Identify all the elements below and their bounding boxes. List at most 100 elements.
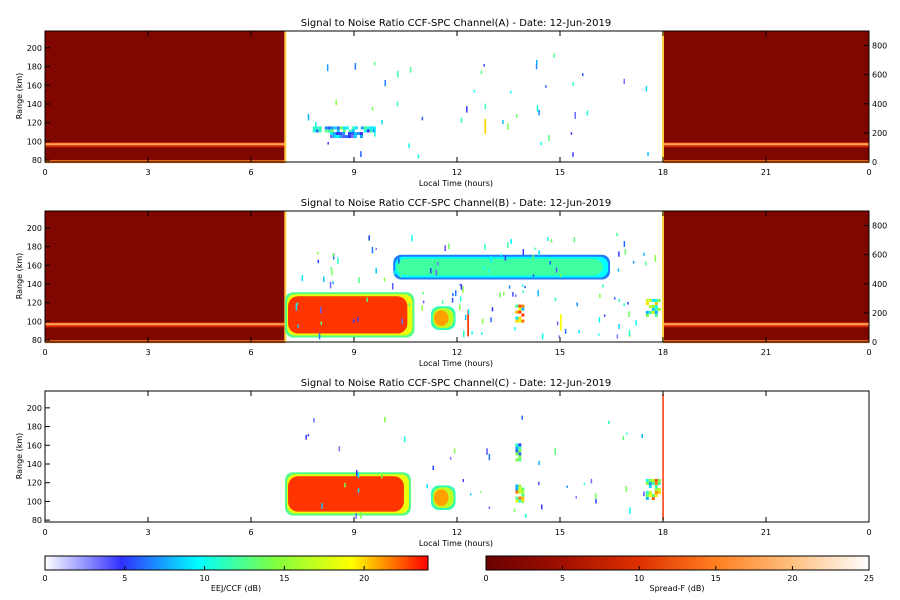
y-tick-label: 120	[27, 119, 42, 128]
y-tick-label: 180	[27, 423, 42, 432]
echo-speck	[602, 284, 604, 288]
y-tick-label: 160	[27, 261, 42, 270]
echo-speck	[510, 239, 513, 244]
echo-speck	[532, 254, 534, 260]
panel-channel-a: Signal to Noise Ratio CCF-SPC Channel(A)…	[15, 18, 887, 188]
echo-pixel	[515, 316, 519, 320]
echo-speck	[502, 292, 505, 296]
echo-pixel	[318, 126, 322, 130]
echo-pixel	[657, 298, 661, 302]
panel-b-xlabel: Local Time (hours)	[419, 359, 493, 368]
echo-speck	[590, 478, 593, 484]
echo-speck	[459, 296, 462, 302]
echo-speck	[297, 324, 299, 328]
echo-speck	[608, 420, 610, 425]
echo-core	[288, 296, 408, 334]
panel-a-axes: 0 3 6 9 12 15 18 21 0801001201401601802000200400…	[27, 31, 887, 177]
y-tick-label: 80	[32, 156, 42, 165]
y-tick-label: 120	[27, 299, 42, 308]
echo-speck	[643, 252, 645, 256]
echo-pixel	[515, 490, 519, 494]
echo-speck	[616, 334, 619, 339]
echo-pixel	[363, 129, 367, 133]
echo-pixel	[648, 490, 652, 494]
echo-speck	[307, 113, 310, 121]
echo-speck	[323, 276, 325, 283]
echo-pixel	[330, 129, 334, 133]
colorbar-eej: 0 5 10 15 20 EEJ/CCF (dB)	[42, 555, 429, 593]
echo-pixel	[648, 484, 652, 488]
echo-speck	[629, 507, 631, 514]
echo-speck	[641, 433, 644, 438]
echo-speck	[521, 501, 524, 504]
echo-pixel	[654, 484, 658, 488]
echo-strip	[560, 313, 562, 331]
echo-speck	[411, 234, 413, 242]
echo-speck	[305, 434, 307, 440]
echo-pixel	[338, 132, 342, 136]
echo-speck	[430, 268, 432, 274]
y2-tick-label: 200	[872, 129, 887, 138]
echo-speck	[573, 236, 576, 243]
colorbar-tick-label: 0	[483, 574, 488, 583]
x-tick-label: 15	[555, 528, 565, 537]
echo-speck	[484, 243, 486, 250]
echo-pixel	[336, 126, 340, 130]
echo-speck	[313, 418, 315, 423]
spread-f-edge	[662, 31, 664, 162]
echo-speck	[553, 53, 555, 58]
echo-speck	[535, 63, 538, 70]
echo-speck	[618, 298, 621, 303]
echo-pixel	[515, 496, 519, 500]
y2-tick-label: 600	[872, 71, 887, 80]
echo-speck	[331, 269, 333, 276]
panel-a-xlabel: Local Time (hours)	[419, 179, 493, 188]
echo-speck	[462, 479, 465, 483]
x-tick-label: 3	[145, 528, 150, 537]
panel-channel-b: Signal to Noise Ratio CCF-SPC Channel(B)…	[15, 198, 887, 368]
echo-pixel	[645, 493, 649, 497]
echo-speck	[483, 64, 485, 67]
echo-pixel	[645, 310, 649, 314]
echo-speck	[509, 91, 512, 94]
echo-speck	[564, 328, 567, 334]
y2-tick-label: 200	[872, 309, 887, 318]
echo-pixel	[347, 132, 351, 136]
echo-speck	[536, 268, 539, 275]
panel-b-ylabel: Range (km)	[15, 253, 24, 300]
echo-speck	[647, 152, 649, 157]
echo-pixel	[518, 496, 522, 500]
echo-pixel	[350, 132, 354, 136]
echo-pixel	[651, 478, 655, 482]
echo-pixel	[518, 458, 522, 462]
echo-speck	[525, 513, 527, 518]
echo-speck	[554, 297, 557, 301]
echo-speck	[555, 267, 558, 273]
echo-speck	[504, 255, 507, 261]
echo-speck	[436, 262, 439, 266]
echo-speck	[643, 491, 645, 497]
echo-pixel	[518, 446, 522, 450]
colorbar-tick-label: 10	[199, 574, 209, 583]
echo-speck	[375, 247, 377, 251]
echo-pixel	[648, 310, 652, 314]
echo-pixel	[515, 452, 519, 456]
echo-pixel	[648, 481, 652, 485]
x-tick-label: 12	[452, 168, 462, 177]
colorbar-tick-label: 5	[122, 574, 127, 583]
y-tick-label: 140	[27, 460, 42, 469]
echo-pixel	[651, 304, 655, 308]
echo-speck	[417, 154, 420, 159]
echo-speck	[547, 237, 549, 242]
echo-speck	[435, 269, 438, 276]
echo-pixel	[654, 490, 658, 494]
echo-speck	[357, 317, 359, 322]
echo-speck	[613, 297, 616, 300]
echo-pixel	[359, 132, 363, 136]
echo-speck	[354, 63, 357, 70]
echo-speck	[296, 302, 299, 305]
echo-speck	[321, 502, 323, 509]
echo-speck	[408, 143, 410, 149]
echo-pixel	[521, 499, 525, 503]
